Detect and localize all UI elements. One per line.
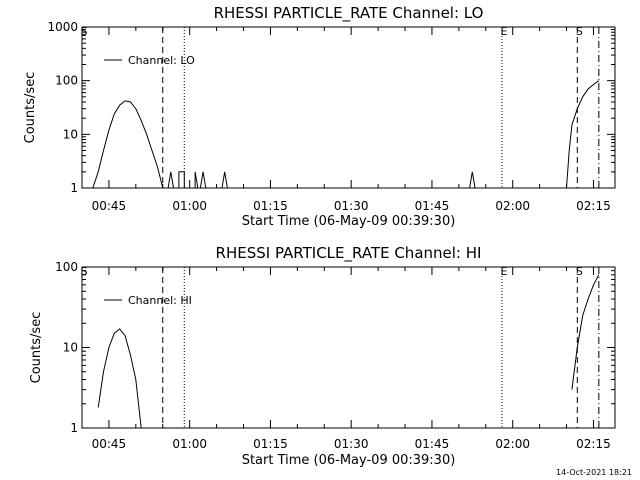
y-axis-label: Counts/sec	[23, 72, 38, 144]
legend-label: Channel: LO	[128, 54, 195, 67]
plot-frame	[81, 266, 616, 429]
event-marker-label: S	[81, 25, 88, 38]
event-marker-label: S	[576, 25, 583, 38]
data-series-line	[97, 328, 142, 429]
y-tick-label: 10	[63, 127, 78, 141]
y-tick-label: 1000	[47, 20, 78, 34]
x-tick-label: 01:00	[172, 199, 207, 213]
x-tick-label: 02:15	[576, 437, 611, 451]
x-tick-label: 00:45	[92, 199, 127, 213]
chart-panel-lo: RHESSI PARTICLE_RATE Channel: LO 00:45 01:…	[23, 4, 616, 229]
chart-title: RHESSI PARTICLE_RATE Channel: LO	[214, 4, 484, 23]
data-series-line	[571, 274, 600, 390]
x-tick-label: 01:30	[334, 437, 369, 451]
data-series-line	[92, 100, 228, 189]
y-tick-label: 10	[63, 341, 78, 355]
x-tick-label: 02:00	[495, 437, 530, 451]
y-tick-label: 1	[70, 181, 78, 195]
generation-timestamp: 14-Oct-2021 18:21	[556, 468, 632, 477]
chart-panel-hi: RHESSI PARTICLE_RATE Channel: HI 00:45 01:…	[29, 244, 616, 468]
x-tick-label: 01:45	[415, 199, 450, 213]
event-marker-label: E	[500, 25, 507, 38]
x-tick-label: 01:15	[253, 199, 288, 213]
x-tick-label: 02:15	[576, 199, 611, 213]
x-axis-label: Start Time (06-May-09 00:39:30)	[242, 214, 456, 229]
x-tick-label: 01:30	[334, 199, 369, 213]
y-axis-label: Counts/sec	[29, 312, 44, 384]
event-marker-label: S	[81, 265, 88, 278]
x-tick-label: 01:45	[415, 437, 450, 451]
event-marker-label: E	[500, 265, 507, 278]
legend-label: Channel: HI	[128, 294, 192, 307]
y-tick-label: 1	[70, 421, 78, 435]
event-marker-label: S	[576, 265, 583, 278]
x-tick-label: 01:15	[253, 437, 288, 451]
y-tick-label: 100	[55, 74, 78, 88]
x-tick-label: 02:00	[495, 199, 530, 213]
data-series-line	[469, 80, 600, 189]
plot-frame	[81, 26, 616, 189]
x-axis-label: Start Time (06-May-09 00:39:30)	[242, 453, 456, 468]
chart-title: RHESSI PARTICLE_RATE Channel: HI	[216, 244, 482, 263]
x-tick-label: 01:00	[172, 437, 207, 451]
y-tick-label: 100	[55, 260, 78, 274]
x-tick-label: 00:45	[92, 437, 127, 451]
